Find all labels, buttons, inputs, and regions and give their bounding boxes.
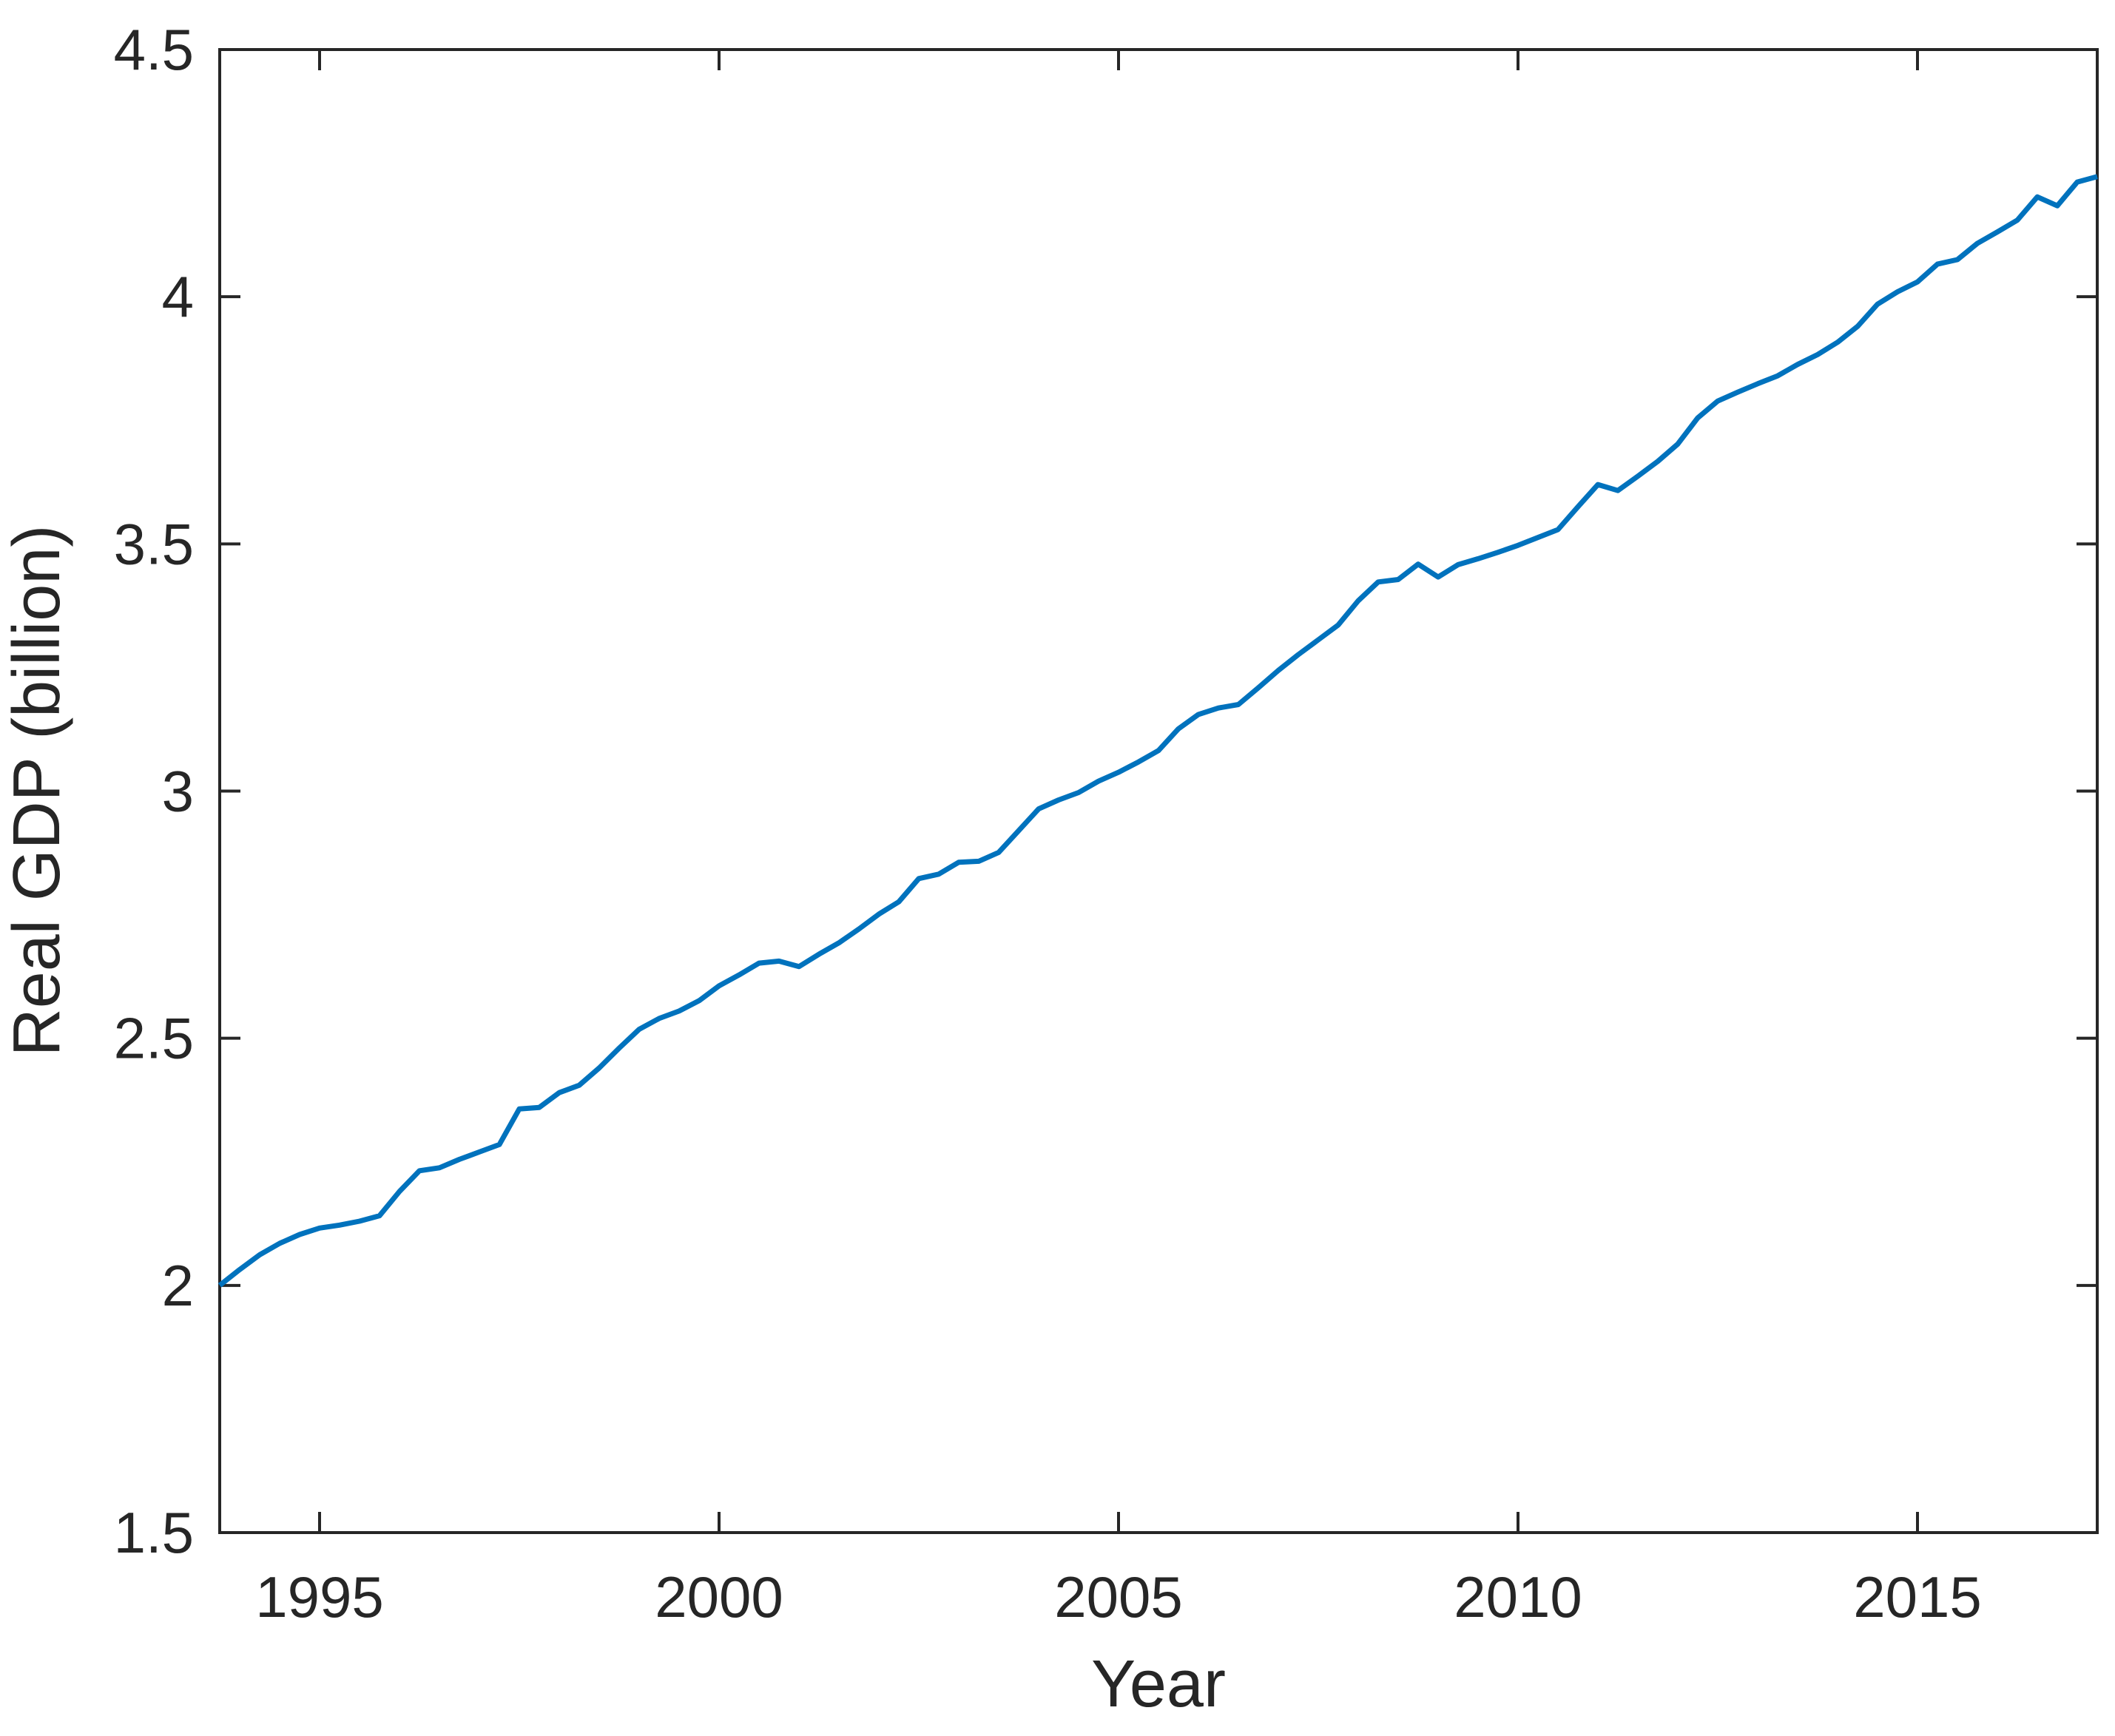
x-tick-label: 2005	[1054, 1564, 1183, 1629]
y-tick-label: 3.5	[114, 511, 194, 576]
y-tick-label: 4.5	[114, 17, 194, 82]
gdp-series-line	[217, 174, 2098, 1288]
y-tick-marks	[220, 48, 2097, 1534]
x-tick-label: 2015	[1853, 1564, 1982, 1629]
plot-area	[217, 48, 2099, 1534]
x-tick-marks	[318, 50, 1919, 1533]
y-tick-label: 2.5	[114, 1006, 194, 1071]
y-tick-label: 3	[162, 759, 194, 824]
y-tick-label: 1.5	[114, 1500, 194, 1565]
x-tick-label: 1995	[255, 1564, 384, 1629]
y-axis-label: Real GDP (billion)	[0, 525, 74, 1057]
x-tick-label: 2000	[655, 1564, 783, 1629]
x-axis-label: Year	[1091, 1647, 1226, 1721]
y-tick-label: 2	[162, 1253, 194, 1318]
y-tick-labels: 1.5 2 2.5 3 3.5 4 4.5	[114, 17, 194, 1565]
x-tick-label: 2010	[1454, 1564, 1582, 1629]
y-tick-label: 4	[162, 264, 194, 329]
x-tick-labels: 1995 2000 2005 2010 2015	[255, 1564, 1982, 1629]
axes-box	[218, 48, 2099, 1534]
